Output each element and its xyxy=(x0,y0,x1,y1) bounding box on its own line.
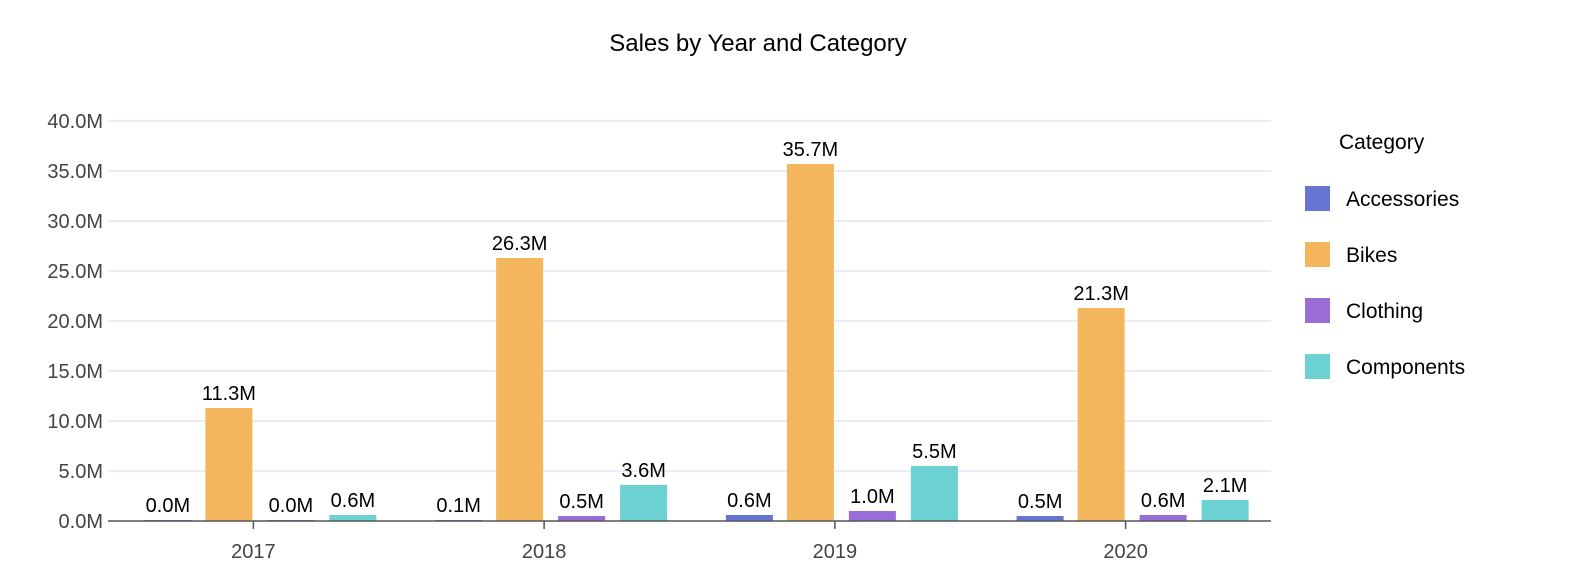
legend-label-accessories: Accessories xyxy=(1346,188,1459,211)
y-tick-label: 30.0M xyxy=(47,211,103,233)
x-tick-label: 2020 xyxy=(1103,541,1148,563)
data-label: 21.3M xyxy=(1073,283,1129,305)
bar-clothing-2019 xyxy=(848,511,896,521)
data-label: 0.6M xyxy=(331,490,375,512)
y-tick-label: 35.0M xyxy=(47,161,103,183)
data-label: 26.3M xyxy=(492,233,548,255)
gridlines xyxy=(108,120,1271,472)
data-label: 1.0M xyxy=(850,486,894,508)
bar-clothing-2020 xyxy=(1139,515,1187,521)
bar-clothing-2018 xyxy=(558,516,606,521)
data-label: 5.5M xyxy=(912,441,956,463)
bar-bikes-2018 xyxy=(496,258,544,521)
legend-swatch-components xyxy=(1305,354,1330,379)
chart-title: Sales by Year and Category xyxy=(609,30,907,57)
x-tick-label: 2019 xyxy=(813,541,858,563)
data-label: 0.5M xyxy=(1018,491,1062,513)
bar-bikes-2019 xyxy=(786,164,834,521)
data-label: 0.6M xyxy=(727,490,771,512)
bar-bikes-2020 xyxy=(1077,308,1125,521)
x-tick-label: 2017 xyxy=(231,541,276,563)
legend-swatch-bikes xyxy=(1305,242,1330,267)
legend-title: Category xyxy=(1339,131,1425,154)
y-tick-label: 10.0M xyxy=(47,411,103,433)
bar-components-2017 xyxy=(329,515,377,521)
legend-swatch-accessories xyxy=(1305,186,1330,211)
data-label: 0.0M xyxy=(146,495,190,517)
y-tick-label: 40.0M xyxy=(47,111,103,133)
data-label: 0.1M xyxy=(436,495,480,517)
data-label: 0.6M xyxy=(1141,490,1185,512)
bar-accessories-2020 xyxy=(1016,516,1064,521)
bar-components-2020 xyxy=(1201,500,1249,521)
y-tick-label: 0.0M xyxy=(59,511,103,533)
y-tick-label: 15.0M xyxy=(47,361,103,383)
data-label: 0.0M xyxy=(269,495,313,517)
legend-label-bikes: Bikes xyxy=(1346,244,1397,267)
bars xyxy=(144,164,1249,521)
bar-components-2018 xyxy=(620,485,668,521)
bar-accessories-2019 xyxy=(725,515,773,521)
legend: Category Accessories Bikes Clothing Compone… xyxy=(1305,131,1465,379)
data-label: 35.7M xyxy=(783,139,839,161)
data-label: 3.6M xyxy=(621,460,665,482)
legend-swatch-clothing xyxy=(1305,298,1330,323)
legend-label-components: Components xyxy=(1346,356,1465,379)
x-axis: 2017 2018 2019 2020 xyxy=(108,520,1271,563)
data-labels: 0.0M 11.3M 0.0M 0.6M 0.1M 26.3M 0.5M 3.6M 0.6M 35… xyxy=(146,139,1248,517)
y-tick-label: 25.0M xyxy=(47,261,103,283)
data-label: 0.5M xyxy=(559,491,603,513)
bar-bikes-2017 xyxy=(205,408,253,521)
bar-components-2019 xyxy=(910,466,958,521)
y-tick-label: 5.0M xyxy=(59,461,103,483)
y-tick-label: 20.0M xyxy=(47,311,103,333)
data-label: 2.1M xyxy=(1203,475,1247,497)
x-tick-label: 2018 xyxy=(522,541,567,563)
data-label: 11.3M xyxy=(202,383,256,405)
y-axis: 0.0M 5.0M 10.0M 15.0M 20.0M 25.0M 30.0M 35.0M 40… xyxy=(47,111,103,533)
legend-label-clothing: Clothing xyxy=(1346,300,1423,323)
